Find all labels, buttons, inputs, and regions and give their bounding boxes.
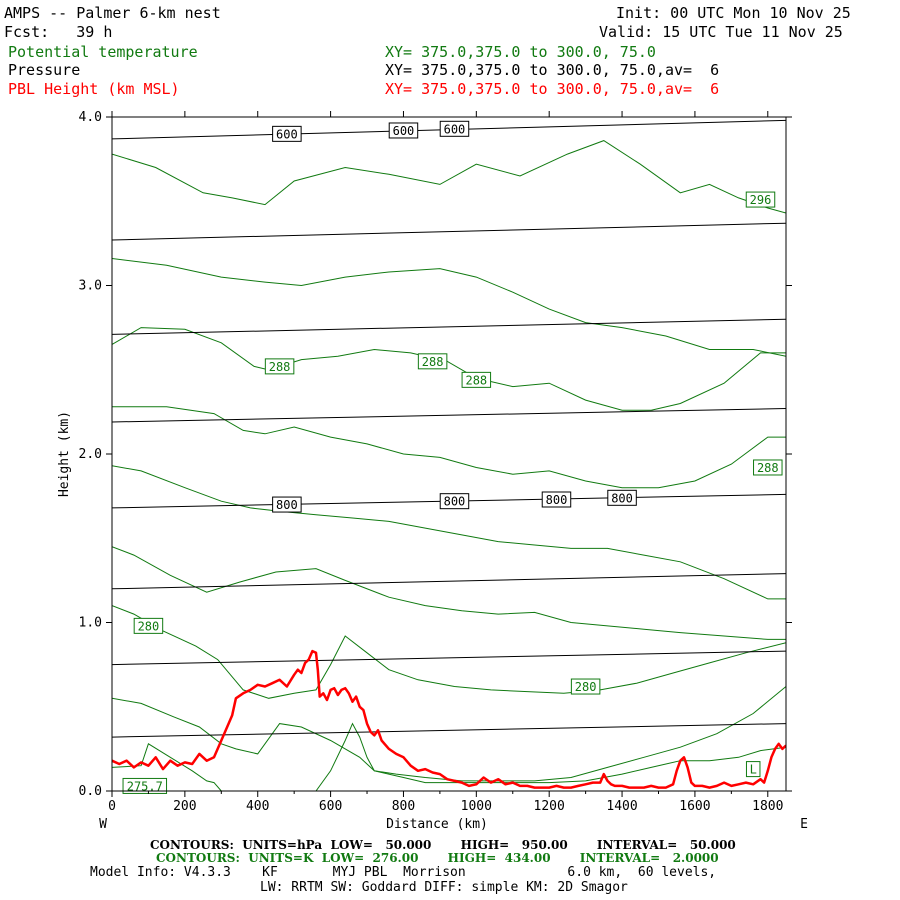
theta-xy: XY= 375.0,375.0 to 300.0, 75.0 <box>385 43 656 61</box>
theta-label-2-box <box>417 353 448 370</box>
x-tick-label-6: 1200 <box>534 799 565 814</box>
theta-label-0: 296 <box>750 193 772 207</box>
y-tick-label-2: 2.0 <box>79 447 102 462</box>
x-tick-label-7: 1400 <box>606 799 637 814</box>
theta-contour-1 <box>112 258 786 357</box>
theta-contour-3 <box>112 406 786 489</box>
pressure-label-1: 600 <box>393 124 415 138</box>
pressure-label-6-box <box>607 489 637 506</box>
pressure-label-4: 800 <box>444 495 466 509</box>
theta-label-2: 288 <box>422 355 444 369</box>
theta-label-7-box <box>122 777 168 794</box>
pressure-label-0-box <box>272 125 302 142</box>
pressure-label-4-box <box>439 493 470 510</box>
pressure-label-5-box <box>541 491 572 508</box>
theta-label-1-box <box>264 358 295 375</box>
theta-label-4-box <box>753 459 783 476</box>
x-tick-label-3: 600 <box>319 799 342 814</box>
theta-contour-2 <box>112 327 786 411</box>
forecast-hour: Fcst: 39 h <box>4 23 113 41</box>
theta-contour-6 <box>112 605 786 699</box>
theta-contour-7 <box>112 686 786 782</box>
theta-label-3: 288 <box>465 373 487 387</box>
theta-contour-4 <box>112 465 786 600</box>
x-tick-label-9: 1800 <box>752 799 783 814</box>
pressure-legend-label: Pressure <box>8 61 81 79</box>
x-tick-label-4: 800 <box>392 799 415 814</box>
pressure-label-5: 800 <box>546 493 568 507</box>
model-info: Model Info: V4.3.3 KF MYJ PBL Morrison 6… <box>90 865 717 880</box>
pressure-label-3-box <box>272 496 302 513</box>
plot-area <box>112 119 786 791</box>
theta-label-7: 275.7 <box>127 779 163 793</box>
west-label: W <box>99 817 107 832</box>
x-tick-label-0: 0 <box>108 799 116 814</box>
pressure-xy: XY= 375.0,375.0 to 300.0, 75.0,av= 6 <box>385 61 720 79</box>
pressure-line-950 <box>112 723 786 738</box>
pressure-label-2: 600 <box>444 122 466 136</box>
pressure-label-6: 800 <box>611 491 633 505</box>
x-tick-label-1: 200 <box>173 799 196 814</box>
east-label: E <box>800 817 808 832</box>
y-axis-title: Height (km) <box>57 411 72 497</box>
theta-label-6-box <box>570 678 601 695</box>
theta-label-5-box <box>133 617 164 634</box>
x-tick-label-5: 1000 <box>461 799 492 814</box>
pressure-label-3: 800 <box>276 498 298 512</box>
theta-label-6: 280 <box>575 680 597 694</box>
pressure-label-2-box <box>439 120 470 137</box>
pbl-height-line <box>112 649 786 789</box>
theta-contour-5 <box>112 546 786 640</box>
theta-label-4: 288 <box>757 461 779 475</box>
plot-frame <box>111 116 787 792</box>
pressure-line-900 <box>112 650 786 666</box>
x-tick-label-8: 1600 <box>679 799 710 814</box>
pressure-line-750 <box>112 408 786 423</box>
y-tick-label-0: 0.0 <box>79 784 102 799</box>
theta-contour-0 <box>112 140 786 214</box>
pressure-line-700 <box>112 318 786 335</box>
pressure-line-850 <box>112 573 786 590</box>
pressure-line-650 <box>112 222 786 241</box>
x-axis-title: Distance (km) <box>386 817 488 832</box>
theta-label-8-box <box>745 761 761 778</box>
theta-label-3-box <box>461 371 492 388</box>
theta-contour-info: CONTOURS: UNITS=K LOW= 276.00 HIGH= 434.… <box>156 851 719 865</box>
theta-legend-label: Potential temperature <box>8 43 198 61</box>
theta-contour-8 <box>112 722 786 791</box>
y-tick-label-1: 1.0 <box>79 616 102 631</box>
pressure-contour-info: CONTOURS: UNITS=hPa LOW= 50.000 HIGH= 95… <box>150 838 736 852</box>
theta-label-1: 288 <box>269 360 291 374</box>
theta-label-5: 280 <box>138 619 160 633</box>
x-tick-label-2: 400 <box>246 799 269 814</box>
model-info-physics: LW: RRTM SW: Goddard DIFF: simple KM: 2D… <box>260 880 628 895</box>
pressure-label-0: 600 <box>276 127 298 141</box>
pbl-xy: XY= 375.0,375.0 to 300.0, 75.0,av= 6 <box>385 80 720 98</box>
theta-label-8: L <box>750 763 757 777</box>
pbl-legend-label: PBL Height (km MSL) <box>8 80 180 98</box>
init-time: Init: 00 UTC Mon 10 Nov 25 <box>616 4 851 22</box>
chart-title: AMPS -- Palmer 6-km nest <box>4 4 221 22</box>
y-tick-label-4: 4.0 <box>79 110 102 125</box>
pressure-label-1-box <box>388 122 419 139</box>
valid-time: Valid: 15 UTC Tue 11 Nov 25 <box>599 23 843 41</box>
y-tick-label-3: 3.0 <box>79 279 102 294</box>
theta-label-0-box <box>745 191 776 208</box>
